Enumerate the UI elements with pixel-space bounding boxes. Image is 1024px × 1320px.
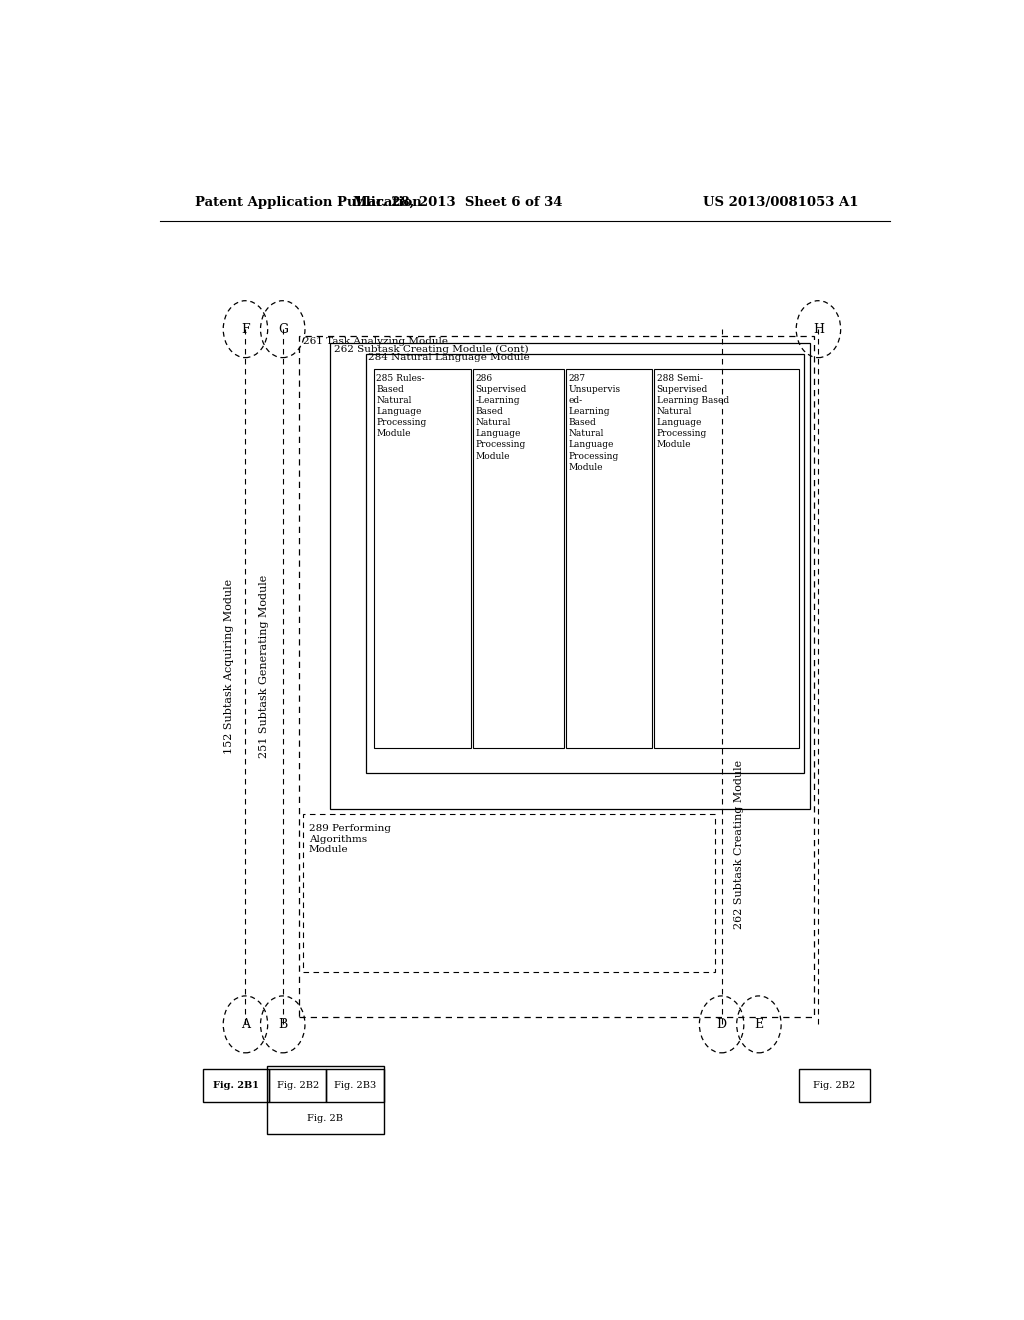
Text: Fig. 2B1: Fig. 2B1 (213, 1081, 259, 1090)
Text: 261 Task Analyzing Module: 261 Task Analyzing Module (303, 338, 447, 346)
Text: Mar. 28, 2013  Sheet 6 of 34: Mar. 28, 2013 Sheet 6 of 34 (352, 195, 562, 209)
Text: B: B (279, 1018, 288, 1031)
Text: G: G (278, 322, 288, 335)
Text: 251 Subtask Generating Module: 251 Subtask Generating Module (259, 576, 269, 758)
Text: Fig. 2B: Fig. 2B (307, 1114, 343, 1123)
Text: H: H (813, 322, 824, 335)
Text: 289 Performing
Algorithms
Module: 289 Performing Algorithms Module (309, 824, 391, 854)
Text: F: F (241, 322, 250, 335)
Text: 287
Unsupervis
ed-
Learning
Based
Natural
Language
Processing
Module: 287 Unsupervis ed- Learning Based Natura… (568, 374, 621, 471)
Text: 262 Subtask Creating Module (Cont): 262 Subtask Creating Module (Cont) (334, 345, 529, 354)
Text: 288 Semi-
Supervised
Learning Based
Natural
Language
Processing
Module: 288 Semi- Supervised Learning Based Natu… (656, 374, 729, 450)
Text: Fig. 2B2: Fig. 2B2 (813, 1081, 855, 1090)
Text: A: A (241, 1018, 250, 1031)
Text: 152 Subtask Acquiring Module: 152 Subtask Acquiring Module (224, 579, 233, 754)
Text: Fig. 2B2: Fig. 2B2 (276, 1081, 318, 1090)
Text: 284 Natural Language Module: 284 Natural Language Module (369, 352, 530, 362)
Text: 286
Supervised
-Learning
Based
Natural
Language
Processing
Module: 286 Supervised -Learning Based Natural L… (475, 374, 526, 461)
Text: Patent Application Publication: Patent Application Publication (196, 195, 422, 209)
Text: D: D (717, 1018, 727, 1031)
Text: E: E (755, 1018, 764, 1031)
Text: 285 Rules-
Based
Natural
Language
Processing
Module: 285 Rules- Based Natural Language Proces… (377, 374, 427, 438)
Text: US 2013/0081053 A1: US 2013/0081053 A1 (702, 195, 858, 209)
Text: 262 Subtask Creating Module: 262 Subtask Creating Module (734, 760, 744, 929)
Text: Fig. 2B3: Fig. 2B3 (334, 1081, 376, 1090)
